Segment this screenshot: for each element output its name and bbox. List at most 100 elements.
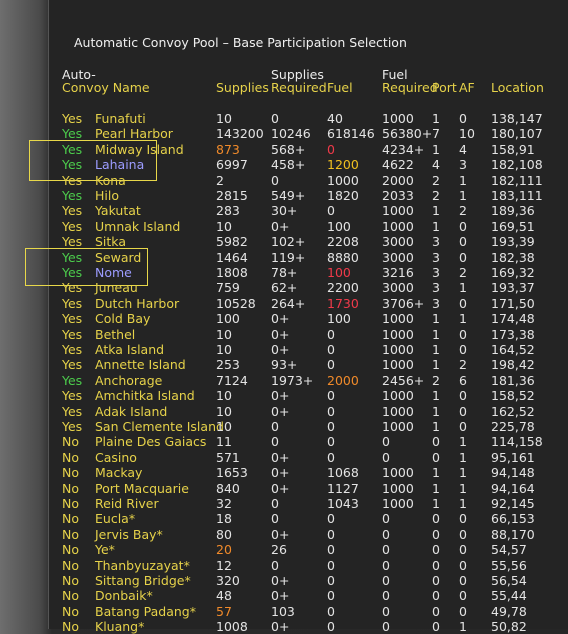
table-cell: 1 [459,496,467,511]
table-cell: 1043 [327,496,359,511]
table-cell: 0 [459,111,467,126]
table-cell: 1 [459,465,467,481]
table-cell: 0 [271,172,279,188]
table-cell: 0 [382,526,390,542]
table-cell: 2033 [382,188,414,203]
table-cell: 102+ [271,234,306,250]
table-cell: 4 [432,157,440,173]
auto-flag: Yes [62,326,83,342]
auto-flag: Yes [62,357,83,373]
table-cell: 1000 [382,419,414,434]
table-cell: 193,37 [491,280,535,296]
auto-flag: No [62,573,79,588]
table-cell: 0 [459,588,467,604]
table-cell: 10528 [216,295,256,311]
auto-flag: No [62,480,79,496]
table-cell: 264+ [271,295,306,311]
table-cell: 1 [432,218,440,234]
table-cell: 2 [432,172,440,188]
table-cell: 1000 [382,203,414,219]
highlight-box [25,248,148,286]
table-cell: 0 [432,542,440,558]
table-cell: 1 [432,388,440,404]
table-cell: 3216 [382,265,414,280]
table-cell: 1 [432,403,440,419]
convoy-name: Dutch Harbor [95,295,180,311]
table-cell: 100 [216,311,240,327]
table-cell: 0 [327,588,335,604]
auto-flag: Yes [62,203,83,219]
table-cell: 100 [327,311,351,327]
table-cell: 1464 [216,249,248,265]
convoy-name: Donbaik* [95,588,153,604]
table-cell: 3000 [382,234,414,250]
table-cell: 182,111 [491,172,543,188]
table-cell: 0 [459,603,467,619]
table-cell: 6997 [216,157,248,173]
table-cell: 18 [216,511,232,527]
table-cell: 0+ [271,449,290,465]
convoy-name: San Clemente Island [95,419,224,434]
table-cell: 57 [216,603,232,619]
table-cell: 0 [327,526,335,542]
table-cell: 0 [327,141,335,157]
convoy-name: Mackay [95,465,143,481]
table-cell: 1000 [382,357,414,373]
table-cell: 169,32 [491,265,535,280]
table-cell: 0 [271,419,279,434]
table-cell: 1008 [216,619,248,634]
table-cell: 1068 [327,465,359,481]
table-cell: 0 [327,326,335,342]
auto-flag: No [62,465,79,481]
table-cell: 2 [459,265,467,280]
table-cell: 2000 [382,172,414,188]
table-cell: 0 [327,203,335,219]
table-cell: 0 [459,234,467,250]
table-cell: 0 [459,573,467,588]
table-cell: 100 [327,265,351,280]
table-cell: 6 [459,372,467,388]
convoy-name: Hilo [95,188,119,203]
table-cell: 1 [459,449,467,465]
table-cell: 0 [382,542,390,558]
table-cell: 0+ [271,311,290,327]
table-cell: 618146 [327,126,375,142]
table-cell: 4 [459,141,467,157]
auto-flag: Yes [62,234,83,250]
table-cell: 10 [216,111,232,126]
table-cell: 0 [382,603,390,619]
table-cell: 0 [327,619,335,634]
table-cell: 7124 [216,372,248,388]
table-cell: 0+ [271,388,290,404]
table-cell: 3 [432,295,440,311]
table-cell: 0 [459,249,467,265]
table-cell: 0 [382,434,390,450]
table-cell: 50,82 [491,619,527,634]
table-cell: 0 [432,449,440,465]
table-cell: 0 [327,573,335,588]
table-cell: 55,56 [491,557,527,573]
convoy-name: Adak Island [95,403,168,419]
convoy-name: Atka Island [95,342,165,357]
convoy-name: Kluang* [95,619,145,634]
column-header: Location [491,80,544,95]
table-cell: 0 [382,511,390,527]
table-cell: 88,170 [491,526,535,542]
convoy-name: Nome [95,265,132,280]
table-cell: 1 [432,141,440,157]
convoy-name: Pearl Harbor [95,126,173,142]
table-cell: 2 [459,357,467,373]
table-cell: 2000 [327,372,359,388]
table-cell: 8880 [327,249,359,265]
table-cell: 12 [216,557,232,573]
table-cell: 0+ [271,218,290,234]
auto-flag: Yes [62,126,83,142]
table-cell: 759 [216,280,240,296]
auto-flag: No [62,526,79,542]
table-cell: 56380+ [382,126,433,142]
table-cell: 49,78 [491,603,527,619]
auto-flag: Yes [62,295,83,311]
table-cell: 0 [271,111,279,126]
table-cell: 32 [216,496,232,511]
